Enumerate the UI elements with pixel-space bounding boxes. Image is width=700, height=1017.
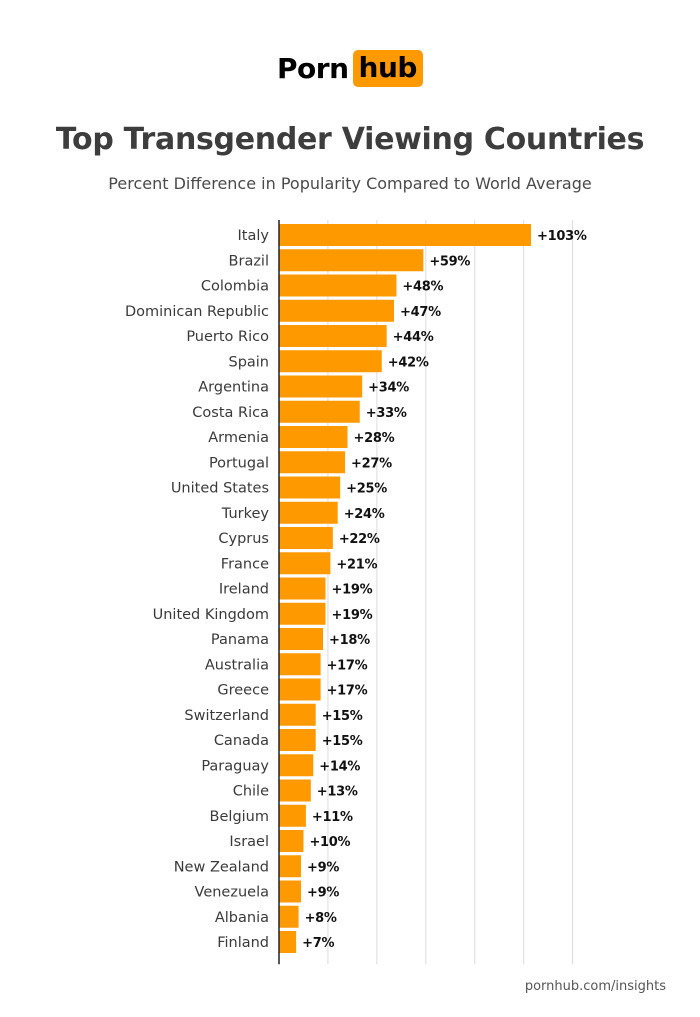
category-label: Portugal (209, 455, 269, 471)
value-label: +9% (307, 860, 339, 875)
value-label: +9% (307, 886, 339, 901)
value-label: +17% (327, 684, 368, 699)
category-label: Canada (214, 733, 269, 749)
bar (279, 400, 360, 423)
category-label: Spain (228, 354, 269, 370)
category-label: Israel (229, 834, 269, 850)
category-label: United Kingdom (153, 607, 269, 623)
logo-text-hub: hub (352, 50, 423, 87)
category-label: Venezuela (195, 885, 269, 901)
value-label: +48% (402, 280, 443, 295)
category-label: Italy (238, 228, 270, 244)
category-label: Dominican Republic (125, 304, 269, 320)
brand-logo: Porn hub (0, 50, 700, 87)
value-label: +25% (346, 482, 387, 497)
logo-text-porn: Porn (277, 52, 349, 85)
bar (279, 527, 333, 549)
value-label: +17% (327, 658, 368, 673)
chart-subtitle: Percent Difference in Popularity Compare… (108, 174, 592, 193)
category-label: Argentina (198, 380, 269, 396)
bar (279, 779, 311, 802)
bar (279, 577, 326, 600)
bar (279, 678, 321, 701)
category-label: France (221, 556, 269, 572)
bar (279, 476, 341, 499)
category-label: Puerto Rico (186, 329, 269, 345)
bar (279, 224, 531, 246)
value-label: +47% (400, 305, 441, 320)
category-label: Finland (217, 935, 269, 951)
value-label: +13% (317, 785, 358, 800)
category-label: Belgium (210, 809, 269, 825)
value-label: +11% (312, 810, 353, 825)
value-label: +21% (336, 557, 377, 572)
value-label: +103% (537, 229, 587, 244)
category-label: Paraguay (201, 758, 269, 774)
bar (279, 350, 382, 373)
bar (279, 249, 424, 272)
bar (279, 653, 321, 676)
category-label: New Zealand (174, 859, 269, 875)
category-label: Armenia (208, 430, 269, 446)
bar (279, 451, 346, 474)
bar (279, 325, 387, 347)
category-label: Switzerland (184, 708, 269, 724)
bar (279, 501, 338, 524)
chart-title: Top Transgender Viewing Countries (55, 122, 645, 157)
category-label: Albania (215, 910, 269, 926)
value-label: +42% (388, 355, 429, 370)
value-label: +14% (319, 759, 360, 774)
bar (279, 830, 304, 852)
value-label: +19% (331, 583, 372, 598)
bar (279, 880, 302, 903)
value-label: +24% (344, 507, 385, 522)
category-label: Cyprus (218, 531, 269, 547)
category-label: Costa Rica (192, 405, 269, 421)
value-label: +8% (305, 911, 337, 926)
value-label: +15% (322, 709, 363, 724)
value-label: +22% (339, 532, 380, 547)
category-label: Australia (205, 657, 269, 673)
value-label: +18% (329, 633, 370, 648)
category-label: Panama (211, 632, 269, 648)
bar (279, 602, 326, 625)
value-label: +34% (368, 381, 409, 396)
bar (279, 703, 316, 726)
bar (279, 299, 394, 322)
bar (279, 552, 331, 575)
value-label: +59% (429, 254, 470, 269)
category-label: Chile (233, 784, 269, 800)
value-label: +27% (351, 456, 392, 471)
value-label: +33% (366, 406, 407, 421)
value-label: +44% (393, 330, 434, 345)
source-footer: pornhub.com/insights (524, 979, 666, 994)
bar (279, 855, 302, 878)
value-label: +10% (309, 835, 350, 850)
value-label: +19% (331, 608, 372, 623)
bar (279, 931, 297, 953)
value-label: +28% (354, 431, 395, 446)
bar (279, 628, 324, 650)
category-label: Ireland (219, 582, 269, 598)
category-label: Greece (217, 683, 269, 699)
bar (279, 729, 316, 751)
bar (279, 426, 348, 448)
bar (279, 905, 299, 928)
bar (279, 804, 306, 827)
category-label: United States (171, 481, 269, 497)
value-label: +15% (322, 734, 363, 749)
value-label: +7% (302, 936, 334, 951)
category-label: Brazil (229, 253, 269, 269)
bar (279, 274, 397, 297)
bar (279, 375, 363, 398)
category-label: Colombia (201, 279, 269, 295)
bar (279, 754, 314, 777)
category-label: Turkey (221, 506, 270, 522)
